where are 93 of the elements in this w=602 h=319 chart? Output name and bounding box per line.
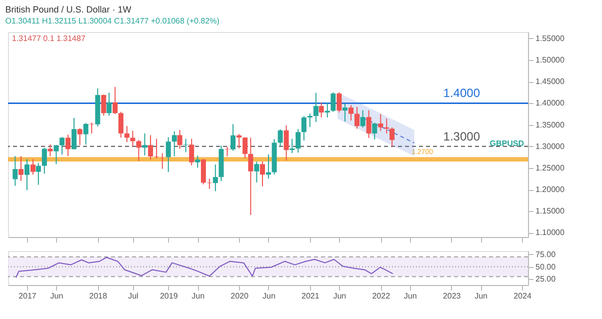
- y-tick-label: 1.30000: [536, 142, 565, 151]
- candlestick: [360, 110, 366, 128]
- x-tick-label: Jun: [192, 292, 205, 300]
- candlestick: [18, 156, 24, 182]
- y-tick-label: 1.45000: [536, 77, 565, 86]
- y-tick-label: 1.40000: [536, 98, 565, 108]
- candlestick: [206, 178, 212, 190]
- candlestick: [372, 122, 378, 140]
- candlestick: [336, 92, 342, 113]
- candlestick: [284, 124, 289, 161]
- candlestick: [301, 116, 306, 142]
- candlestick: [348, 104, 354, 121]
- y-tick-label: 1.10000: [536, 228, 565, 238]
- candlestick: [278, 128, 283, 147]
- line-series: [15, 256, 394, 278]
- candlestick: [106, 92, 112, 116]
- candlestick: [24, 158, 30, 191]
- y-tick-label: 50.00: [536, 262, 556, 272]
- x-tick-label: Jul: [128, 292, 139, 300]
- candlestick: [183, 138, 188, 153]
- candlestick: [60, 136, 65, 156]
- candlestick: [36, 162, 41, 186]
- y-tick-label: 1.25000: [536, 163, 565, 172]
- annotation: GBPUSD: [490, 139, 524, 148]
- x-tick-label: Jun: [50, 292, 64, 300]
- candlestick: [313, 92, 318, 122]
- candlestick: [83, 122, 88, 146]
- candlestick: [189, 138, 194, 166]
- y-tick-label: 1.20000: [536, 185, 565, 194]
- candlestick: [330, 92, 336, 112]
- x-tick-label: 2019: [160, 292, 178, 300]
- candlestick: [54, 144, 59, 165]
- y-tick-label: 25.00: [536, 274, 556, 284]
- x-tick-label: 2018: [89, 292, 108, 300]
- x-tick-label: 2024: [514, 292, 532, 300]
- candlestick: [342, 103, 348, 122]
- chart-subtitle: O1.30411 H1.32115 L1.30004 C1.31477 +0.01068 (+0.82%): [5, 16, 220, 26]
- candlestick: [378, 114, 384, 132]
- candlestick: [354, 106, 360, 130]
- candlestick: [254, 161, 260, 183]
- candlestick: [124, 126, 130, 143]
- candlestick: [142, 132, 148, 156]
- candlestick: [12, 156, 18, 186]
- candlestick: [296, 128, 301, 154]
- ref-line-label: 1.3000: [443, 129, 480, 144]
- candlestick: [366, 110, 372, 138]
- x-tick-label: 2020: [230, 292, 249, 300]
- candlestick: [154, 138, 160, 159]
- candlestick: [72, 117, 77, 150]
- x-tick-label: Jun: [262, 292, 276, 300]
- candlestick: [66, 134, 71, 157]
- candlestick: [242, 136, 248, 159]
- y-tick-label: 75.00: [536, 250, 556, 259]
- chart-title: British Pound / U.S. Dollar · 1W: [5, 4, 132, 14]
- y-tick-label: 1.50000: [536, 56, 565, 65]
- x-tick-label: 2023: [442, 292, 462, 300]
- candlestick: [212, 164, 218, 192]
- candlestick: [177, 129, 182, 150]
- candlestick: [230, 124, 236, 152]
- x-tick-label: 2022: [372, 292, 391, 300]
- candlestick: [136, 139, 142, 162]
- x-tick-label: 2017: [18, 292, 37, 300]
- x-tick-label: 2021: [302, 292, 320, 300]
- candlestick: [307, 113, 312, 128]
- candlestick: [236, 134, 242, 149]
- candlestick: [89, 122, 94, 134]
- annotation: 1.31477 0.1 1.31487: [12, 34, 86, 43]
- candlestick: [166, 136, 171, 173]
- candlestick: [195, 155, 200, 168]
- candlestick: [148, 134, 154, 160]
- y-tick-label: 1.55000: [536, 34, 565, 43]
- y-tick-label: 1.15000: [536, 206, 565, 216]
- candlestick: [248, 137, 254, 216]
- candlestick: [200, 158, 206, 185]
- candlestick: [130, 130, 136, 147]
- candlestick: [101, 94, 106, 116]
- candlestick: [112, 86, 118, 114]
- candlestick: [224, 146, 230, 157]
- ref-line-label: 1.4000: [443, 86, 480, 100]
- candlestick: [260, 160, 265, 187]
- candlestick: [77, 128, 82, 146]
- candlestick: [172, 130, 177, 157]
- x-tick-label: Jun: [404, 292, 417, 300]
- candlestick: [318, 102, 324, 118]
- candlestick: [48, 144, 53, 157]
- candlestick: [390, 126, 395, 147]
- candlestick: [290, 138, 295, 154]
- candlestick: [118, 111, 124, 138]
- x-tick-label: Jun: [333, 292, 346, 300]
- x-tick-label: Jun: [474, 292, 488, 300]
- candlestick: [42, 147, 47, 174]
- candlestick: [30, 158, 36, 176]
- y-tick-label: 1.35000: [536, 120, 565, 130]
